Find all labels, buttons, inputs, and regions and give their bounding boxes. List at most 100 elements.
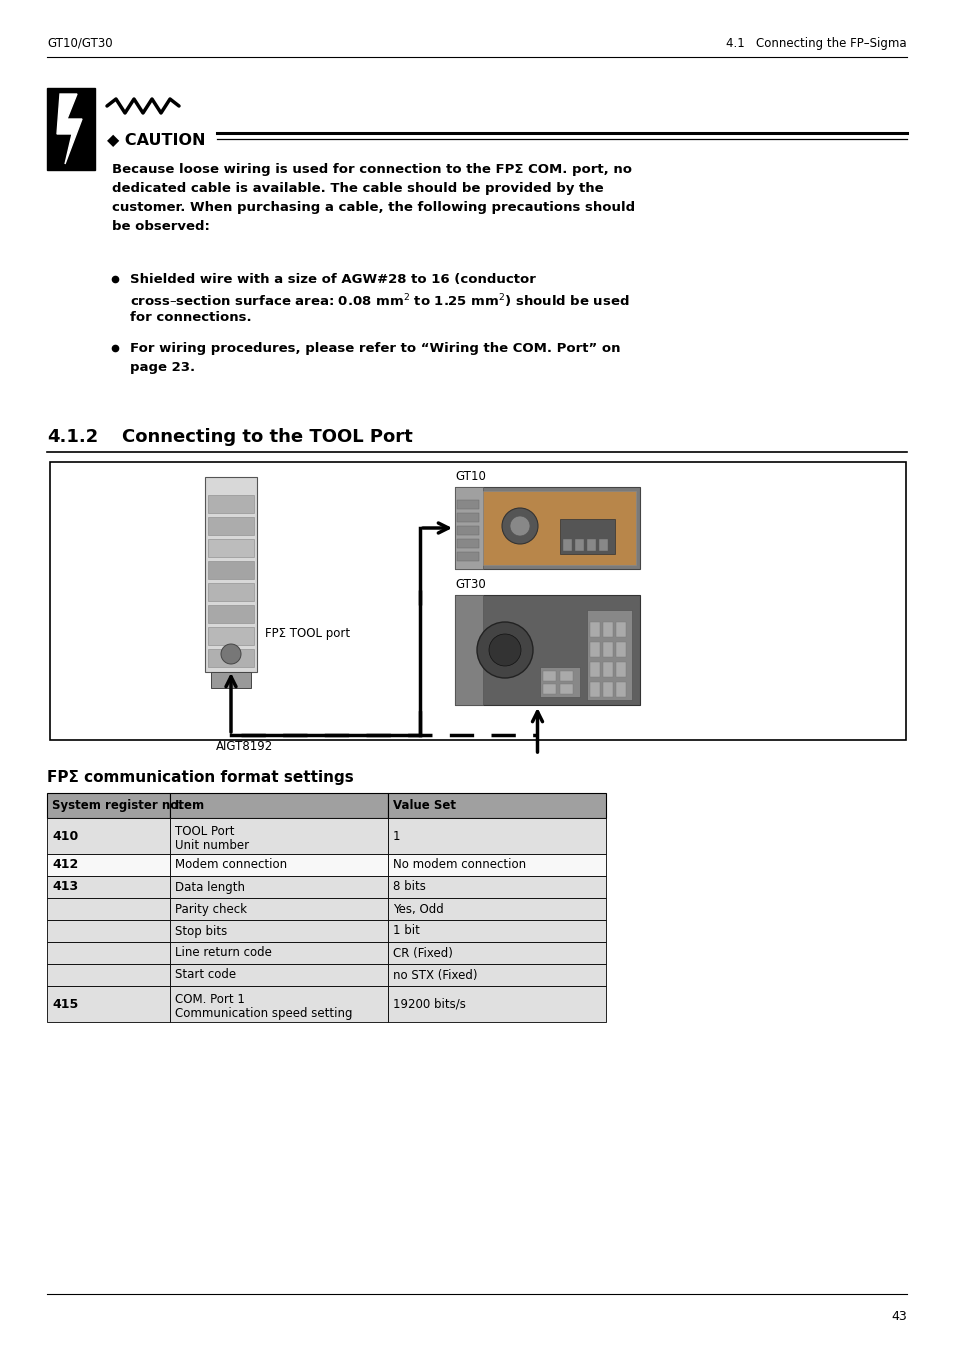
Circle shape — [501, 507, 537, 544]
Bar — [456, 552, 478, 561]
Bar — [455, 595, 482, 705]
Bar — [208, 604, 253, 623]
Bar — [482, 491, 636, 565]
Bar — [170, 942, 388, 964]
Bar — [542, 684, 556, 695]
Bar — [388, 898, 605, 921]
Bar — [170, 987, 388, 1022]
Bar — [542, 672, 556, 681]
Circle shape — [510, 516, 530, 536]
Bar — [598, 538, 607, 551]
Text: Connecting to the TOOL Port: Connecting to the TOOL Port — [122, 428, 413, 446]
Text: GT30: GT30 — [455, 577, 485, 591]
Bar — [170, 964, 388, 987]
Text: CR (Fixed): CR (Fixed) — [393, 946, 453, 960]
Polygon shape — [57, 94, 82, 164]
Bar — [170, 853, 388, 876]
Bar — [388, 987, 605, 1022]
Text: GT10/GT30: GT10/GT30 — [47, 36, 112, 50]
Text: Communication speed setting: Communication speed setting — [174, 1007, 352, 1020]
Text: Line return code: Line return code — [174, 946, 272, 960]
Bar — [47, 876, 170, 898]
Text: FPΣ communication format settings: FPΣ communication format settings — [47, 770, 354, 785]
Bar — [559, 520, 615, 555]
Bar — [208, 538, 253, 557]
Bar — [616, 662, 625, 677]
Bar — [602, 682, 613, 697]
Bar — [575, 538, 583, 551]
Bar — [205, 476, 256, 672]
Bar — [211, 672, 251, 688]
Bar — [589, 622, 599, 637]
Text: No modem connection: No modem connection — [393, 859, 525, 871]
Text: AIGT8192: AIGT8192 — [215, 740, 273, 752]
Circle shape — [476, 622, 533, 678]
Bar — [602, 622, 613, 637]
Text: 413: 413 — [52, 880, 78, 894]
Bar — [170, 793, 388, 818]
Bar — [616, 682, 625, 697]
Bar — [47, 964, 170, 987]
Bar — [388, 964, 605, 987]
Bar — [388, 921, 605, 942]
Text: Parity check: Parity check — [174, 903, 247, 915]
Text: 410: 410 — [52, 829, 78, 843]
Bar — [559, 672, 573, 681]
Bar — [456, 513, 478, 522]
Bar — [208, 495, 253, 513]
Bar — [47, 987, 170, 1022]
Bar — [559, 684, 573, 695]
Bar — [456, 499, 478, 509]
Bar — [589, 642, 599, 657]
Bar — [616, 642, 625, 657]
Bar — [208, 561, 253, 579]
Bar — [602, 642, 613, 657]
Bar — [586, 610, 631, 700]
Bar — [589, 682, 599, 697]
Bar — [50, 462, 905, 740]
Text: ◆ CAUTION: ◆ CAUTION — [107, 132, 205, 148]
Bar — [616, 622, 625, 637]
Bar — [388, 942, 605, 964]
Text: Modem connection: Modem connection — [174, 859, 287, 871]
Bar — [456, 526, 478, 534]
Bar — [388, 876, 605, 898]
Text: FPΣ TOOL port: FPΣ TOOL port — [265, 627, 350, 641]
Text: System register no.: System register no. — [52, 800, 183, 812]
Text: 415: 415 — [52, 997, 78, 1011]
Text: Start code: Start code — [174, 969, 236, 981]
Bar — [455, 487, 482, 569]
Text: 43: 43 — [890, 1310, 906, 1323]
Text: Because loose wiring is used for connection to the FPΣ COM. port, no: Because loose wiring is used for connect… — [112, 163, 631, 176]
Text: Item: Item — [174, 800, 205, 812]
Bar — [47, 853, 170, 876]
Bar — [170, 818, 388, 853]
Text: Yes, Odd: Yes, Odd — [393, 903, 443, 915]
Bar — [170, 876, 388, 898]
Bar — [589, 662, 599, 677]
Text: Value Set: Value Set — [393, 800, 456, 812]
Text: Shielded wire with a size of AGW#28 to 16 (conductor: Shielded wire with a size of AGW#28 to 1… — [130, 273, 536, 285]
Bar — [456, 538, 478, 548]
Bar — [388, 793, 605, 818]
Text: Data length: Data length — [174, 880, 245, 894]
Bar — [586, 538, 596, 551]
Text: be observed:: be observed: — [112, 219, 210, 233]
Bar — [388, 818, 605, 853]
Bar — [208, 627, 253, 645]
Bar — [388, 853, 605, 876]
Bar — [47, 793, 170, 818]
Bar — [208, 583, 253, 602]
Text: 4.1.2: 4.1.2 — [47, 428, 98, 446]
Text: 8 bits: 8 bits — [393, 880, 425, 894]
Text: for connections.: for connections. — [130, 311, 252, 324]
Text: TOOL Port: TOOL Port — [174, 825, 234, 839]
Text: Stop bits: Stop bits — [174, 925, 227, 938]
Text: customer. When purchasing a cable, the following precautions should: customer. When purchasing a cable, the f… — [112, 201, 635, 214]
Bar — [562, 538, 572, 551]
Text: For wiring procedures, please refer to “Wiring the COM. Port” on: For wiring procedures, please refer to “… — [130, 342, 619, 355]
Text: GT10: GT10 — [455, 470, 485, 483]
Text: 4.1   Connecting the FP–Sigma: 4.1 Connecting the FP–Sigma — [725, 36, 906, 50]
Text: no STX (Fixed): no STX (Fixed) — [393, 969, 477, 981]
Bar — [455, 595, 639, 705]
